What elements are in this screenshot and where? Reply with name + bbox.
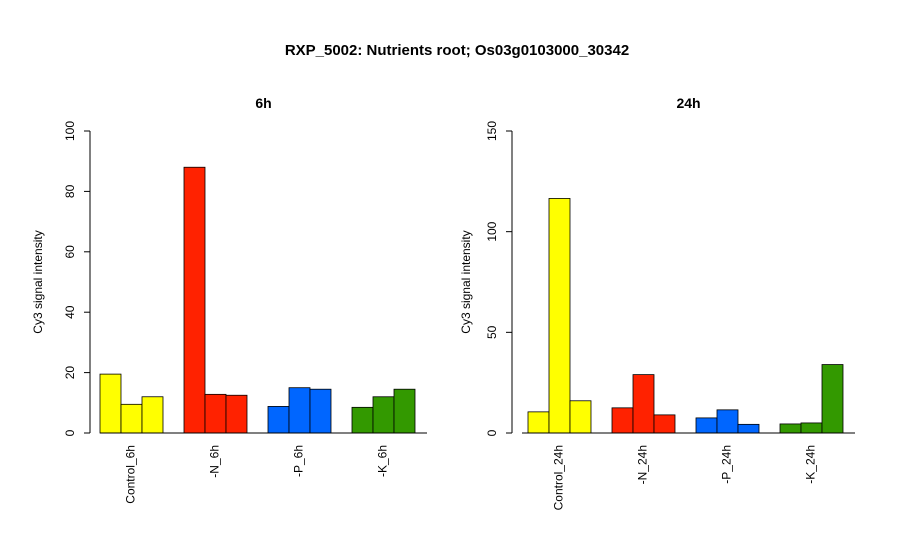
x-category-label-24h-1: -N_24h bbox=[636, 445, 650, 484]
bar-24h-3-1 bbox=[800, 422, 823, 434]
bar-6h-1-1 bbox=[204, 393, 227, 434]
bar-6h-1-0 bbox=[183, 166, 206, 434]
y-tick-label-6h-3: 60 bbox=[63, 245, 77, 259]
bar-6h-0-2 bbox=[141, 396, 164, 434]
x-category-label-24h-3: -K_24h bbox=[804, 445, 818, 484]
y-tick-label-6h-0: 0 bbox=[63, 429, 77, 436]
x-category-label-24h-0: Control_24h bbox=[552, 445, 566, 510]
bar-24h-0-0 bbox=[527, 411, 550, 434]
bar-6h-2-1 bbox=[288, 387, 311, 434]
y-tick-label-6h-2: 40 bbox=[63, 305, 77, 319]
bar-24h-1-2 bbox=[653, 414, 676, 434]
bar-6h-2-2 bbox=[309, 388, 332, 434]
bar-24h-2-2 bbox=[737, 423, 760, 434]
bar-24h-0-1 bbox=[548, 198, 571, 434]
x-category-label-6h-1: -N_6h bbox=[208, 445, 222, 478]
y-tick-label-6h-1: 20 bbox=[63, 366, 77, 380]
bar-24h-1-1 bbox=[632, 374, 655, 434]
panel-6h: 6h 0 20 40 60 80 100 Cy3 signal intensity Contro… bbox=[31, 95, 427, 504]
y-axis-label-24h: Cy3 signal intensity bbox=[459, 230, 473, 333]
bar-24h-3-0 bbox=[779, 423, 802, 434]
bar-24h-0-2 bbox=[569, 400, 592, 434]
x-category-label-6h-0: Control_6h bbox=[124, 445, 138, 504]
bar-6h-0-0 bbox=[99, 373, 122, 434]
bar-24h-2-0 bbox=[695, 417, 718, 434]
panel-title-6h: 6h bbox=[255, 95, 271, 111]
y-tick-label-24h-0: 0 bbox=[485, 429, 499, 436]
bar-6h-3-1 bbox=[372, 396, 395, 434]
x-category-label-6h-3: -K_6h bbox=[376, 445, 390, 477]
y-tick-label-24h-3: 150 bbox=[485, 121, 499, 141]
y-tick-label-24h-2: 100 bbox=[485, 221, 499, 241]
panel-24h: 24h 0 50 100 150 Cy3 signal intensity Control_… bbox=[459, 95, 855, 510]
bar-6h-2-0 bbox=[267, 406, 290, 434]
bar-6h-0-1 bbox=[120, 403, 143, 434]
bar-24h-3-2 bbox=[821, 364, 844, 434]
bar-24h-2-1 bbox=[716, 409, 739, 434]
panel-title-24h: 24h bbox=[676, 95, 700, 111]
x-category-label-6h-2: -P_6h bbox=[292, 445, 306, 477]
x-category-label-24h-2: -P_24h bbox=[720, 445, 734, 484]
bar-24h-1-0 bbox=[611, 407, 634, 434]
y-tick-label-6h-4: 80 bbox=[63, 184, 77, 198]
figure-title: RXP_5002: Nutrients root; Os03g0103000_3… bbox=[285, 42, 629, 59]
bar-6h-3-2 bbox=[393, 388, 416, 434]
bar-6h-3-0 bbox=[351, 406, 374, 434]
bar-6h-1-2 bbox=[225, 394, 248, 434]
y-axis-label-6h: Cy3 signal intensity bbox=[31, 230, 45, 333]
y-tick-label-24h-1: 50 bbox=[485, 325, 499, 339]
y-tick-label-6h-5: 100 bbox=[63, 121, 77, 141]
